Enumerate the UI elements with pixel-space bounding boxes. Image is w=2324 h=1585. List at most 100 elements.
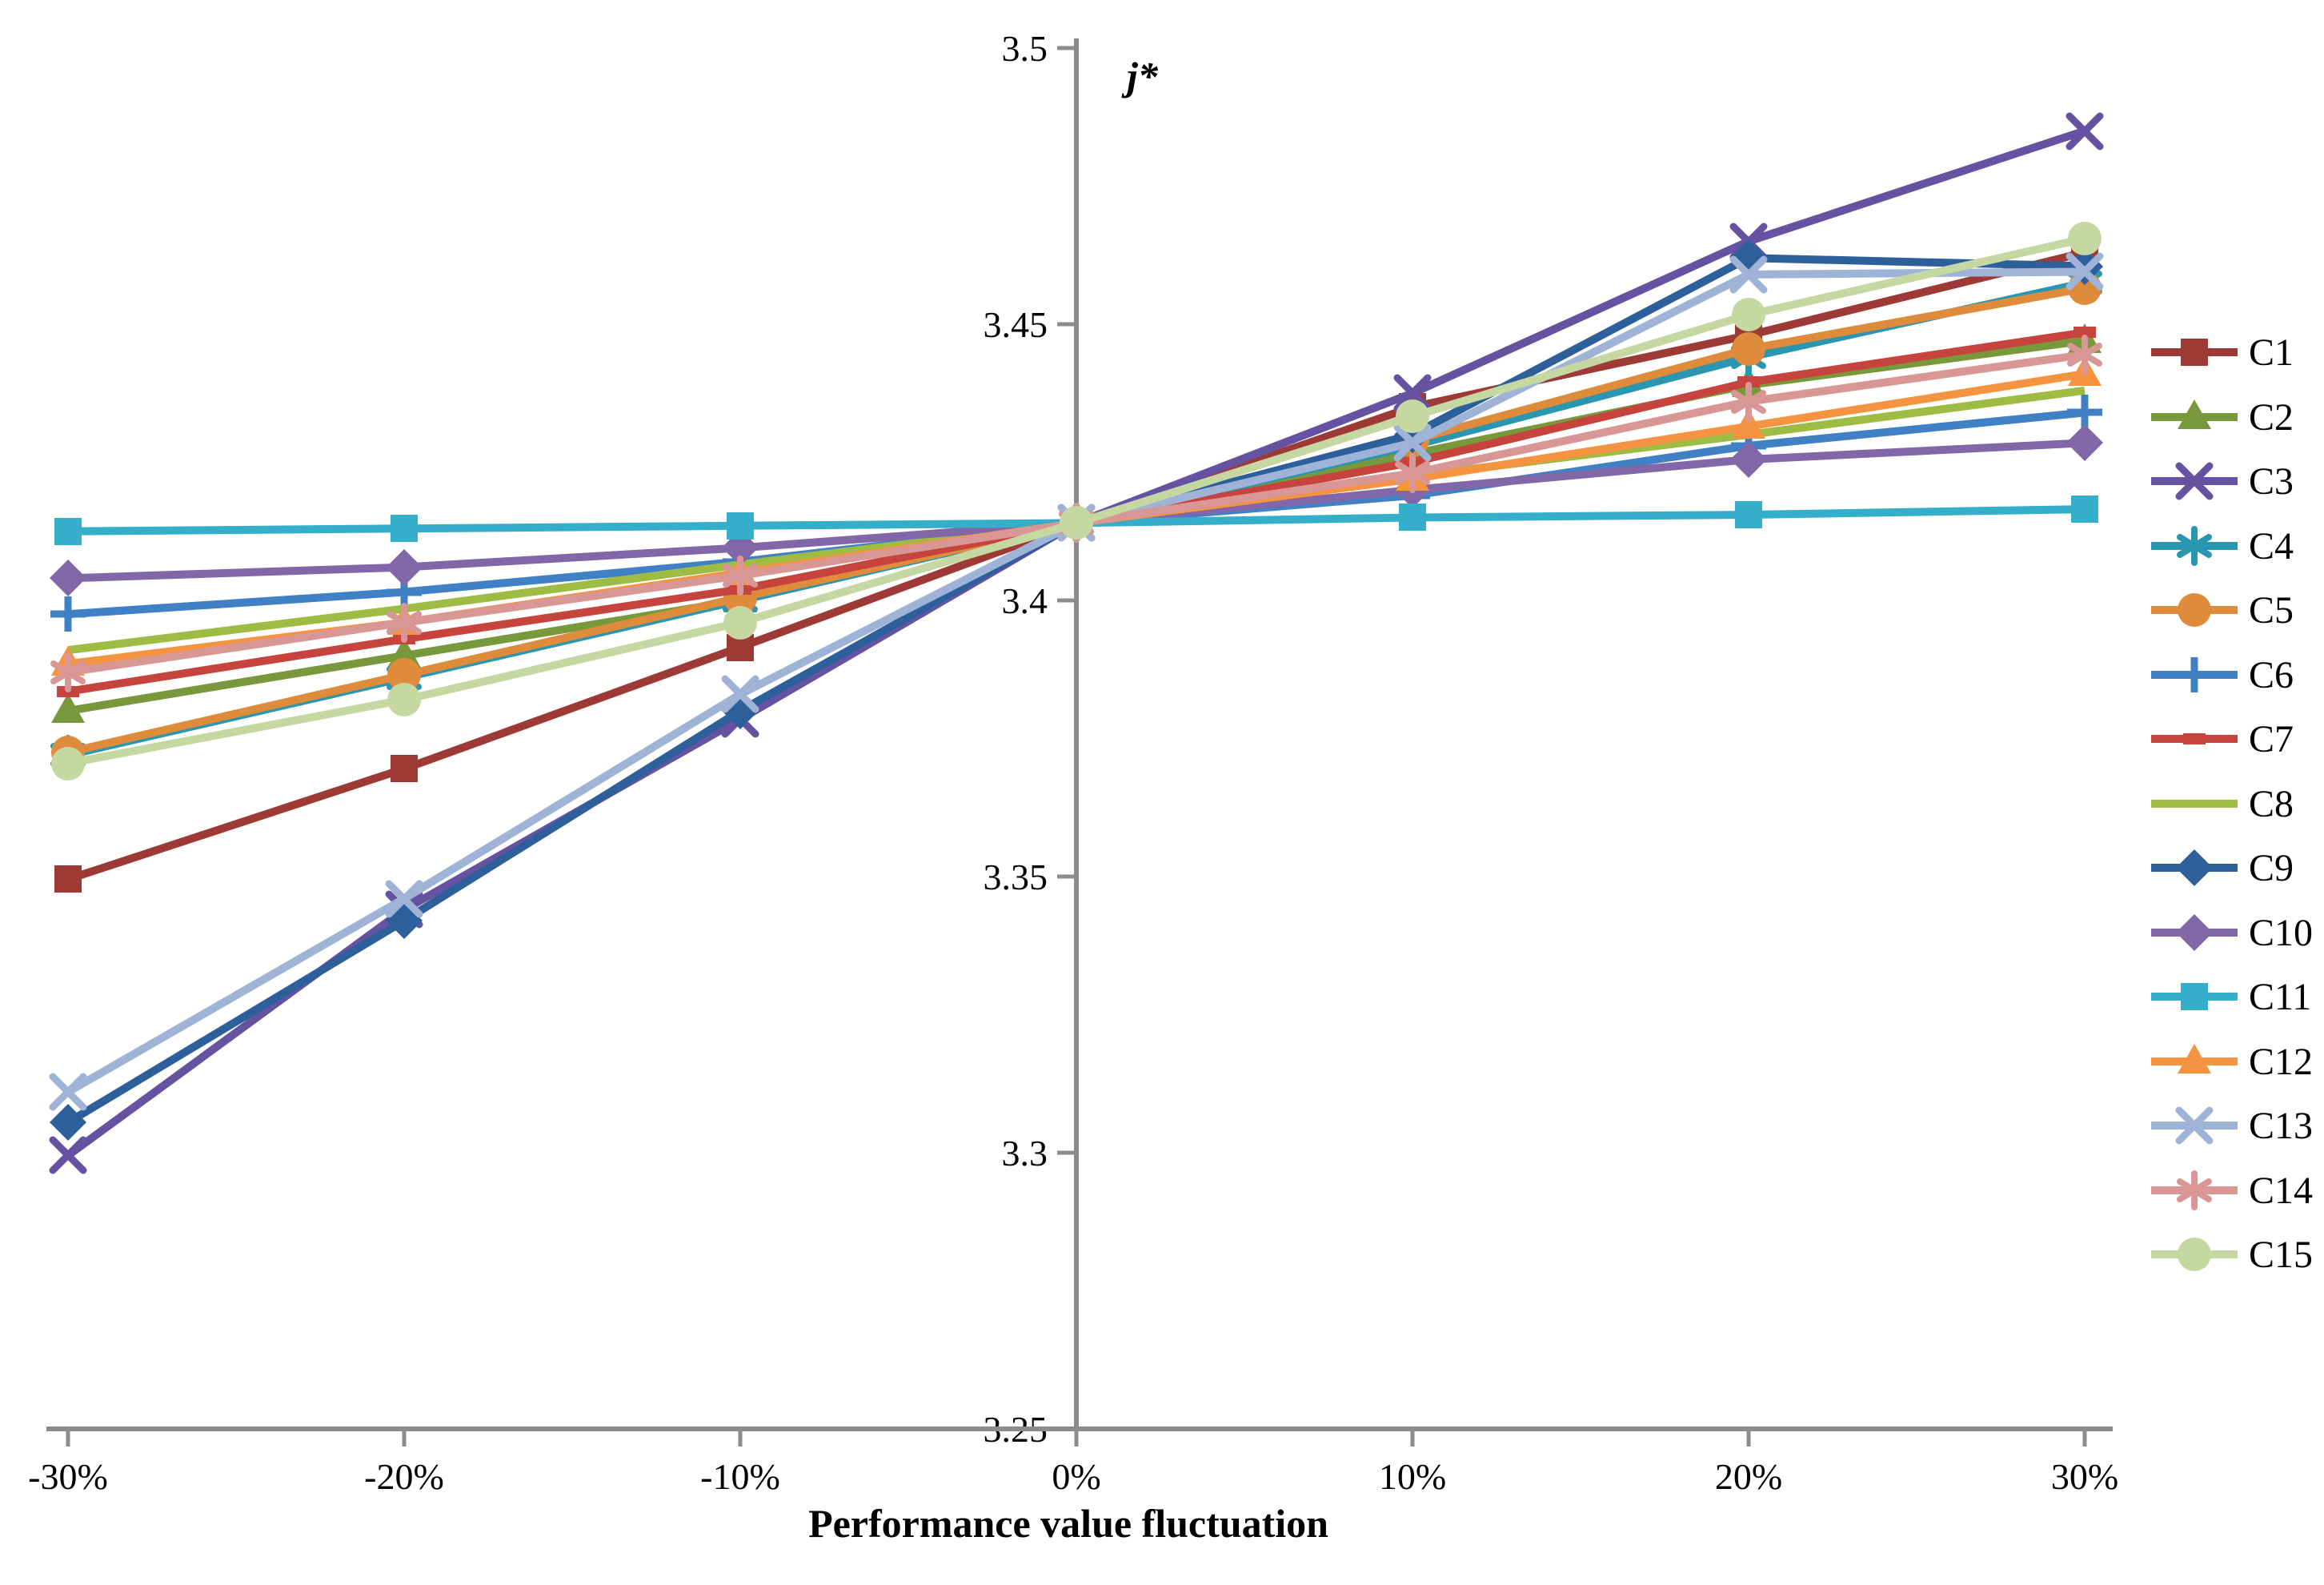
series-C15-marker xyxy=(723,606,757,640)
y-tick-label: 3.35 xyxy=(984,857,1048,897)
series-C11-marker xyxy=(54,518,82,545)
x-tick-label: 20% xyxy=(1715,1456,1782,1497)
legend-label: C4 xyxy=(2249,525,2294,568)
series-C13-marker xyxy=(2066,252,2104,291)
series-C7-marker xyxy=(2074,327,2096,338)
legend-marker-plus-icon xyxy=(2177,657,2212,692)
y-tick-label: 3.5 xyxy=(1002,28,1048,69)
series-C11-marker xyxy=(391,515,418,542)
legend-label: C15 xyxy=(2249,1234,2313,1276)
series-C13-marker xyxy=(385,880,423,918)
x-tick-label: 10% xyxy=(1379,1456,1446,1497)
series-C11-marker xyxy=(2071,496,2098,523)
series-C9-marker xyxy=(50,1104,86,1141)
y-tick-label: 3.45 xyxy=(984,304,1048,345)
x-axis-title: Performance value fluctuation xyxy=(808,1501,1328,1546)
series-C1-marker xyxy=(54,865,82,893)
series-C10-marker xyxy=(386,549,423,586)
legend-label: C10 xyxy=(2249,912,2313,954)
series-C1-marker xyxy=(391,755,418,782)
legend-item-C9: C9 xyxy=(2151,847,2294,889)
legend-label: C13 xyxy=(2249,1105,2313,1147)
legend-label: C9 xyxy=(2249,847,2294,889)
x-tick-label: 0% xyxy=(1052,1456,1100,1497)
series-C15-marker xyxy=(1732,298,1765,331)
x-tick-label: -10% xyxy=(700,1456,780,1497)
series-C15-marker xyxy=(51,747,85,780)
series-C6-marker xyxy=(2067,395,2102,430)
series-layer xyxy=(49,112,2104,1174)
series-C2-marker xyxy=(51,693,85,723)
series-C6-marker xyxy=(50,596,86,632)
legend-item-C1: C1 xyxy=(2151,331,2294,374)
legend-marker-diamond-icon xyxy=(2176,914,2213,951)
legend-item-C4: C4 xyxy=(2151,525,2294,568)
legend-marker-diamond-icon xyxy=(2176,849,2213,886)
series-C15 xyxy=(51,222,2102,780)
series-C15-marker xyxy=(1060,506,1093,540)
legend-item-C7: C7 xyxy=(2151,718,2294,760)
legend-item-C8: C8 xyxy=(2151,783,2294,825)
y-axis-title: j* xyxy=(1121,54,1159,98)
legend-item-C2: C2 xyxy=(2151,396,2294,439)
series-C13-marker xyxy=(721,675,759,713)
axes-layer: 3.253.33.353.43.453.5-30% -20% -10% 0% 10% 20… xyxy=(28,28,2118,1497)
series-C5-marker xyxy=(1732,332,1765,366)
legend-label: C12 xyxy=(2249,1041,2313,1083)
x-tick-label: -30% xyxy=(28,1456,108,1497)
legend-marker-x-icon xyxy=(2175,1106,2214,1145)
y-tick-label: 3.4 xyxy=(1002,580,1048,621)
legend-label: C8 xyxy=(2249,783,2294,825)
series-C3-marker xyxy=(49,1136,87,1174)
legend-label: C5 xyxy=(2249,589,2294,632)
legend-marker-circle-icon xyxy=(2178,1238,2211,1271)
series-C14-marker xyxy=(2067,335,2102,375)
series-C15-marker xyxy=(1396,399,1429,433)
legend-label: C14 xyxy=(2249,1170,2313,1212)
legend-item-C5: C5 xyxy=(2151,589,2294,632)
series-C14-marker xyxy=(50,652,86,692)
legend-label: C1 xyxy=(2249,331,2294,374)
series-C3-marker xyxy=(2066,112,2104,150)
series-C5-marker xyxy=(387,658,421,692)
series-C13-marker xyxy=(49,1073,87,1111)
series-C14-marker xyxy=(1395,453,1430,493)
legend-marker-asterisk-icon xyxy=(2177,526,2212,566)
series-C12-marker xyxy=(1732,409,1765,439)
legend-item-C10: C10 xyxy=(2151,912,2313,954)
legend-marker-circle-icon xyxy=(2178,593,2211,627)
x-tick-label: -20% xyxy=(364,1456,444,1497)
legend-marker-dash-icon xyxy=(2183,733,2206,744)
legend-marker-square-icon xyxy=(2181,339,2208,366)
legend-marker-square-icon xyxy=(2181,983,2208,1010)
legend-item-C13: C13 xyxy=(2151,1105,2313,1147)
legend-label: C2 xyxy=(2249,396,2294,439)
x-tick-label: 30% xyxy=(2051,1456,2118,1497)
series-C11-marker xyxy=(1735,501,1762,528)
series-C15-marker xyxy=(387,683,421,716)
legend-item-C15: C15 xyxy=(2151,1234,2313,1276)
legend-item-C12: C12 xyxy=(2151,1041,2313,1083)
legend-item-C14: C14 xyxy=(2151,1170,2313,1212)
legend-marker-triangle-icon xyxy=(2178,1044,2211,1073)
legend-item-C3: C3 xyxy=(2151,460,2294,503)
legend-item-C6: C6 xyxy=(2151,654,2294,696)
series-C10-marker xyxy=(2066,424,2103,461)
legend-label: C11 xyxy=(2249,976,2311,1018)
series-C14-marker xyxy=(387,603,422,643)
legend-item-C11: C11 xyxy=(2151,976,2311,1018)
legend-marker-asterisk-icon xyxy=(2177,1170,2212,1210)
y-tick-label: 3.3 xyxy=(1002,1133,1048,1174)
series-C10-marker xyxy=(1730,441,1767,478)
legend-marker-triangle-icon xyxy=(2178,399,2211,429)
legend-label: C6 xyxy=(2249,654,2294,696)
series-C15-marker xyxy=(2068,222,2102,255)
series-C11-marker xyxy=(727,512,754,540)
legend-label: C7 xyxy=(2249,718,2294,760)
series-C13-marker xyxy=(1393,423,1432,462)
series-C13-marker xyxy=(1729,255,1768,294)
chart-legend: C1 C2 C3 C4 C5 C6 C7 C8 C9 C10 C11 C12 C13 C14 C15 xyxy=(2151,331,2313,1276)
series-C11-marker xyxy=(1399,504,1426,531)
